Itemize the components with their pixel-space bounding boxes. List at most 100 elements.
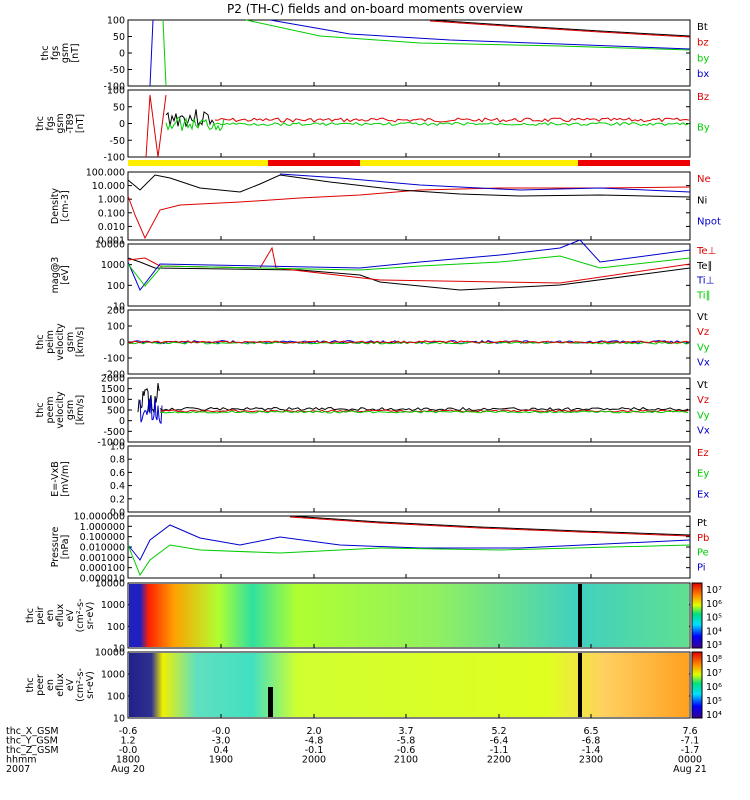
series-bt xyxy=(165,109,215,128)
y-axis-label: Density [cm-3] xyxy=(50,188,71,224)
x-tick-label: 2100 xyxy=(394,755,418,766)
y-tick-label: 0.010 xyxy=(98,222,125,233)
state-bar-segment xyxy=(128,160,268,166)
x-tick-label: 0000 xyxy=(678,755,702,766)
y-tick-label: 2000 xyxy=(101,374,125,385)
panel-frame-9 xyxy=(127,582,691,649)
legend-vt: Vt xyxy=(697,380,708,391)
legend-pe: Pe xyxy=(697,548,709,559)
legend-bx: bx xyxy=(697,69,709,80)
x-tick-label: Aug 20 xyxy=(111,764,145,775)
colorbar-label: 10⁴ xyxy=(706,626,722,637)
y-tick-label: 100 xyxy=(107,622,125,633)
y-tick-label: 50 xyxy=(113,32,125,43)
x-row-label: thc_X_GSM xyxy=(6,726,59,737)
colorbar-label: 10⁷ xyxy=(706,585,722,596)
y-axis-label-line: -T89 xyxy=(65,113,76,133)
y-axis-label-line: gsm xyxy=(65,332,76,352)
series-vz xyxy=(127,340,690,344)
series-pb xyxy=(289,516,691,537)
y-tick-label: 0.4 xyxy=(110,481,125,492)
y-axis-label: thc peim velocity gsm [km/s] xyxy=(35,323,86,361)
y-tick-label: 10.000 xyxy=(92,181,125,192)
series-by xyxy=(245,19,691,51)
y-tick-label: 10000 xyxy=(95,648,125,659)
x-tick-label: 2000 xyxy=(302,755,326,766)
series-tipar xyxy=(127,255,691,287)
y-tick-label: 100.000 xyxy=(86,168,125,179)
y-axis-label-line: [km/s] xyxy=(75,327,86,357)
panel-frame-6 xyxy=(127,377,691,443)
x-tick-label: 2300 xyxy=(579,755,603,766)
y-tick-label: 0.2 xyxy=(110,494,125,505)
state-bar-segment xyxy=(360,160,578,166)
x-tick-label: -0.1 xyxy=(305,745,324,756)
y-axis-label-line: thc xyxy=(25,678,36,693)
colorbar-label: 10⁸ xyxy=(706,654,722,665)
y-tick-label: 100 xyxy=(107,322,125,333)
data-gap xyxy=(578,584,582,647)
x-tick-label: -0.0 xyxy=(119,745,138,756)
y-tick-label: 0.100000 xyxy=(80,532,125,543)
state-bar-segment xyxy=(268,160,360,166)
y-tick-label: 10000 xyxy=(95,240,125,251)
colorbar-label: 10⁶ xyxy=(706,599,722,610)
legend-vz: Vz xyxy=(697,327,709,338)
legend-ti: Ti∥ xyxy=(696,290,711,301)
series-ne xyxy=(127,186,691,240)
x-tick-label: 0.4 xyxy=(213,745,228,756)
y-tick-label: 50 xyxy=(113,102,125,113)
y-axis-label: thc peir en eflux eV (cm²-s-sr-eV) xyxy=(25,599,96,633)
legend-ex: Ex xyxy=(697,489,709,500)
y-axis-label-line: en xyxy=(45,610,56,622)
y-axis-label-line: sr-eV) xyxy=(85,671,96,699)
y-axis-label-line: fgs xyxy=(50,46,61,60)
series-vx xyxy=(139,396,163,425)
y-axis-label-line: thc xyxy=(35,335,46,350)
y-tick-label: 1000 xyxy=(101,600,125,611)
y-axis-label-line: eflux xyxy=(55,673,66,697)
panel-frame-3 xyxy=(127,171,691,241)
y-tick-label: 0.100 xyxy=(98,208,125,219)
series-bz xyxy=(214,117,690,123)
y-axis-label-line: (cm²-s- xyxy=(75,668,86,702)
x-tick-label: -7.1 xyxy=(681,736,700,747)
y-tick-label: -100 xyxy=(103,153,125,164)
colorbar xyxy=(691,582,703,649)
y-axis-label-line: [nT] xyxy=(75,114,86,133)
y-axis-label-line: gsm xyxy=(65,400,76,420)
y-axis-label-line: [eV] xyxy=(60,265,71,285)
y-axis-label-line: peim xyxy=(45,330,56,354)
y-axis-label: thc peer en eflux eV (cm²-s-sr-eV) xyxy=(25,668,96,702)
y-axis-label: thc fgs gsm [nT] xyxy=(40,43,81,63)
legend-vz: Vz xyxy=(697,395,709,406)
colorbar xyxy=(691,651,703,719)
x-tick-label: 1.2 xyxy=(120,736,135,747)
x-tick-label: 5.2 xyxy=(491,726,506,737)
y-axis-label-line: peem xyxy=(45,397,56,424)
x-tick-label: -1.4 xyxy=(582,745,601,756)
legend-te: Te⊥ xyxy=(696,246,716,257)
legend-vy: Vy xyxy=(697,410,710,421)
y-axis-label: Pressure [nPa] xyxy=(50,527,71,568)
y-tick-label: 1000 xyxy=(101,670,125,681)
y-axis-label-line: [nPa] xyxy=(60,535,71,560)
colorbar-label: 10⁶ xyxy=(706,682,722,693)
legend-npot: Npot xyxy=(697,217,721,228)
y-tick-label: 10 xyxy=(113,302,125,313)
y-tick-label: 200 xyxy=(107,306,125,317)
colorbar-label: 10³ xyxy=(706,640,722,651)
series-pe xyxy=(127,544,691,577)
x-tick-label: -0.6 xyxy=(119,726,138,737)
series-pi xyxy=(127,524,691,561)
series-npot xyxy=(279,173,691,193)
y-axis-label-line: [nT] xyxy=(70,43,81,62)
series-bx xyxy=(269,19,691,50)
y-tick-label: 100 xyxy=(107,86,125,97)
legend-by: By xyxy=(697,122,710,133)
y-axis-label: mag@3 [eV] xyxy=(50,257,71,294)
y-axis-label-line: (cm²-s- xyxy=(75,599,86,633)
x-tick-label: -4.8 xyxy=(305,736,324,747)
x-tick-label: 1800 xyxy=(116,755,140,766)
